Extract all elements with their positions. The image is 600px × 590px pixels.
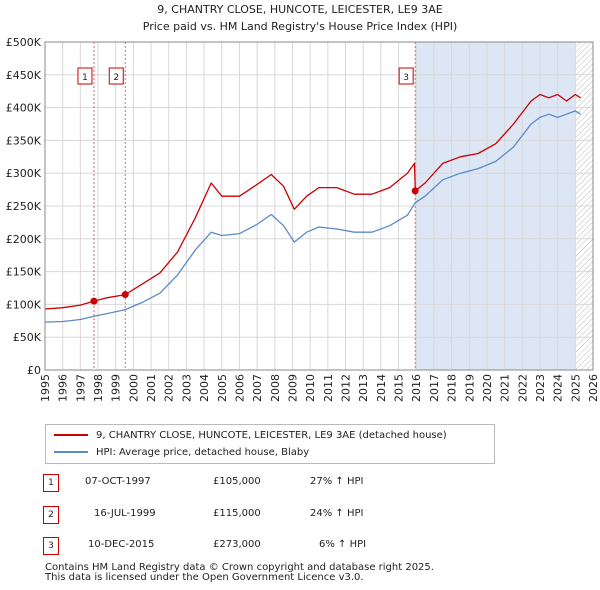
legend: 9, CHANTRY CLOSE, HUNCOTE, LEICESTER, LE… bbox=[45, 424, 495, 464]
x-tick-label: 2009 bbox=[286, 374, 299, 402]
annotation-badge bbox=[77, 67, 93, 85]
y-tick-label: £400K bbox=[6, 102, 42, 115]
x-tick-label: 1995 bbox=[39, 374, 52, 402]
sale-hpi-diff: 24% ↑ HPI bbox=[310, 508, 364, 519]
sale-date: 10-DEC-2015 bbox=[88, 539, 155, 550]
x-tick-label: 2025 bbox=[569, 374, 582, 402]
x-tick-label: 2002 bbox=[163, 374, 176, 402]
sale-row: 3 10-DEC-2015 £273,000 6% ↑ HPI bbox=[0, 537, 600, 557]
x-tick-label: 2004 bbox=[198, 374, 211, 402]
annotation-badge bbox=[108, 67, 124, 85]
x-tick-label: 2017 bbox=[428, 374, 441, 402]
sale-number-badge: 1 bbox=[43, 474, 59, 492]
x-tick-label: 2005 bbox=[216, 374, 229, 402]
legend-label-property: 9, CHANTRY CLOSE, HUNCOTE, LEICESTER, LE… bbox=[96, 430, 447, 441]
sale-point bbox=[90, 297, 98, 305]
sale-price: £105,000 bbox=[213, 476, 261, 487]
plot-frame bbox=[44, 41, 594, 371]
x-tick-label: 2026 bbox=[587, 374, 600, 402]
y-tick-label: £250K bbox=[6, 200, 42, 213]
legend-swatch-hpi bbox=[54, 451, 88, 453]
y-tick-label: £350K bbox=[6, 134, 42, 147]
series-line bbox=[44, 110, 581, 323]
sale-hpi-diff: 27% ↑ HPI bbox=[310, 476, 364, 487]
x-tick-label: 2015 bbox=[393, 374, 406, 402]
x-tick-label: 2008 bbox=[269, 374, 282, 402]
sale-row: 1 07-OCT-1997 £105,000 27% ↑ HPI bbox=[0, 474, 600, 494]
legend-swatch-property bbox=[54, 434, 88, 436]
sale-row: 2 16-JUL-1999 £115,000 24% ↑ HPI bbox=[0, 506, 600, 526]
y-tick-label: £100K bbox=[6, 298, 42, 311]
sale-price: £115,000 bbox=[213, 508, 261, 519]
legend-entry-property: 9, CHANTRY CLOSE, HUNCOTE, LEICESTER, LE… bbox=[54, 428, 447, 444]
y-tick-label: £300K bbox=[6, 167, 42, 180]
sale-price: £273,000 bbox=[213, 539, 261, 550]
x-tick-label: 2006 bbox=[233, 374, 246, 402]
sale-number-badge: 3 bbox=[43, 537, 59, 555]
x-tick-label: 2019 bbox=[463, 374, 476, 402]
y-tick-label: £200K bbox=[6, 233, 42, 246]
sale-hpi-diff: 6% ↑ HPI bbox=[319, 539, 367, 550]
annotation-badge bbox=[398, 67, 414, 85]
price-chart: 9, CHANTRY CLOSE, HUNCOTE, LEICESTER, LE… bbox=[6, 3, 600, 402]
sale-date: 07-OCT-1997 bbox=[85, 476, 151, 487]
y-tick-label: £450K bbox=[6, 69, 42, 82]
footer-copyright: Contains HM Land Registry data © Crown c… bbox=[45, 562, 434, 573]
y-tick-label: £0 bbox=[27, 364, 41, 377]
legend-entry-hpi: HPI: Average price, detached house, Blab… bbox=[54, 445, 309, 461]
x-tick-label: 2020 bbox=[481, 374, 494, 402]
x-tick-label: 2016 bbox=[410, 374, 423, 402]
x-tick-label: 2001 bbox=[145, 374, 158, 402]
sale-date: 16-JUL-1999 bbox=[94, 508, 156, 519]
sale-point bbox=[411, 187, 419, 195]
annotation-label: 3 bbox=[403, 73, 409, 83]
x-tick-label: 2003 bbox=[180, 374, 193, 402]
x-tick-label: 2010 bbox=[304, 374, 317, 402]
annotation-label: 2 bbox=[113, 73, 119, 83]
chart-title: 9, CHANTRY CLOSE, HUNCOTE, LEICESTER, LE… bbox=[157, 3, 442, 16]
x-tick-label: 2011 bbox=[322, 374, 335, 402]
x-tick-label: 2012 bbox=[340, 374, 353, 402]
footer: Contains HM Land Registry data © Crown c… bbox=[45, 563, 434, 583]
x-tick-label: 1998 bbox=[92, 374, 105, 402]
x-tick-label: 2014 bbox=[375, 374, 388, 402]
x-tick-label: 2007 bbox=[251, 374, 264, 402]
sale-number-badge: 2 bbox=[43, 506, 59, 524]
legend-label-hpi: HPI: Average price, detached house, Blab… bbox=[96, 447, 310, 458]
annotation-label: 1 bbox=[82, 73, 88, 83]
x-tick-label: 1996 bbox=[57, 374, 70, 402]
x-tick-label: 2024 bbox=[552, 374, 565, 402]
x-tick-label: 2022 bbox=[516, 374, 529, 402]
x-tick-label: 2023 bbox=[534, 374, 547, 402]
x-tick-label: 2018 bbox=[446, 374, 459, 402]
y-tick-label: £500K bbox=[6, 36, 42, 49]
x-tick-label: 1997 bbox=[74, 374, 87, 402]
y-tick-label: £50K bbox=[13, 331, 42, 344]
y-tick-label: £150K bbox=[6, 266, 42, 279]
x-tick-label: 2000 bbox=[127, 374, 140, 402]
chart-subtitle: Price paid vs. HM Land Registry's House … bbox=[143, 20, 458, 33]
x-tick-label: 2013 bbox=[357, 374, 370, 402]
series-line bbox=[44, 93, 581, 310]
x-tick-label: 2021 bbox=[499, 374, 512, 402]
sale-point bbox=[121, 291, 129, 299]
x-tick-label: 1999 bbox=[110, 374, 123, 402]
footer-licence: This data is licensed under the Open Gov… bbox=[45, 572, 364, 583]
